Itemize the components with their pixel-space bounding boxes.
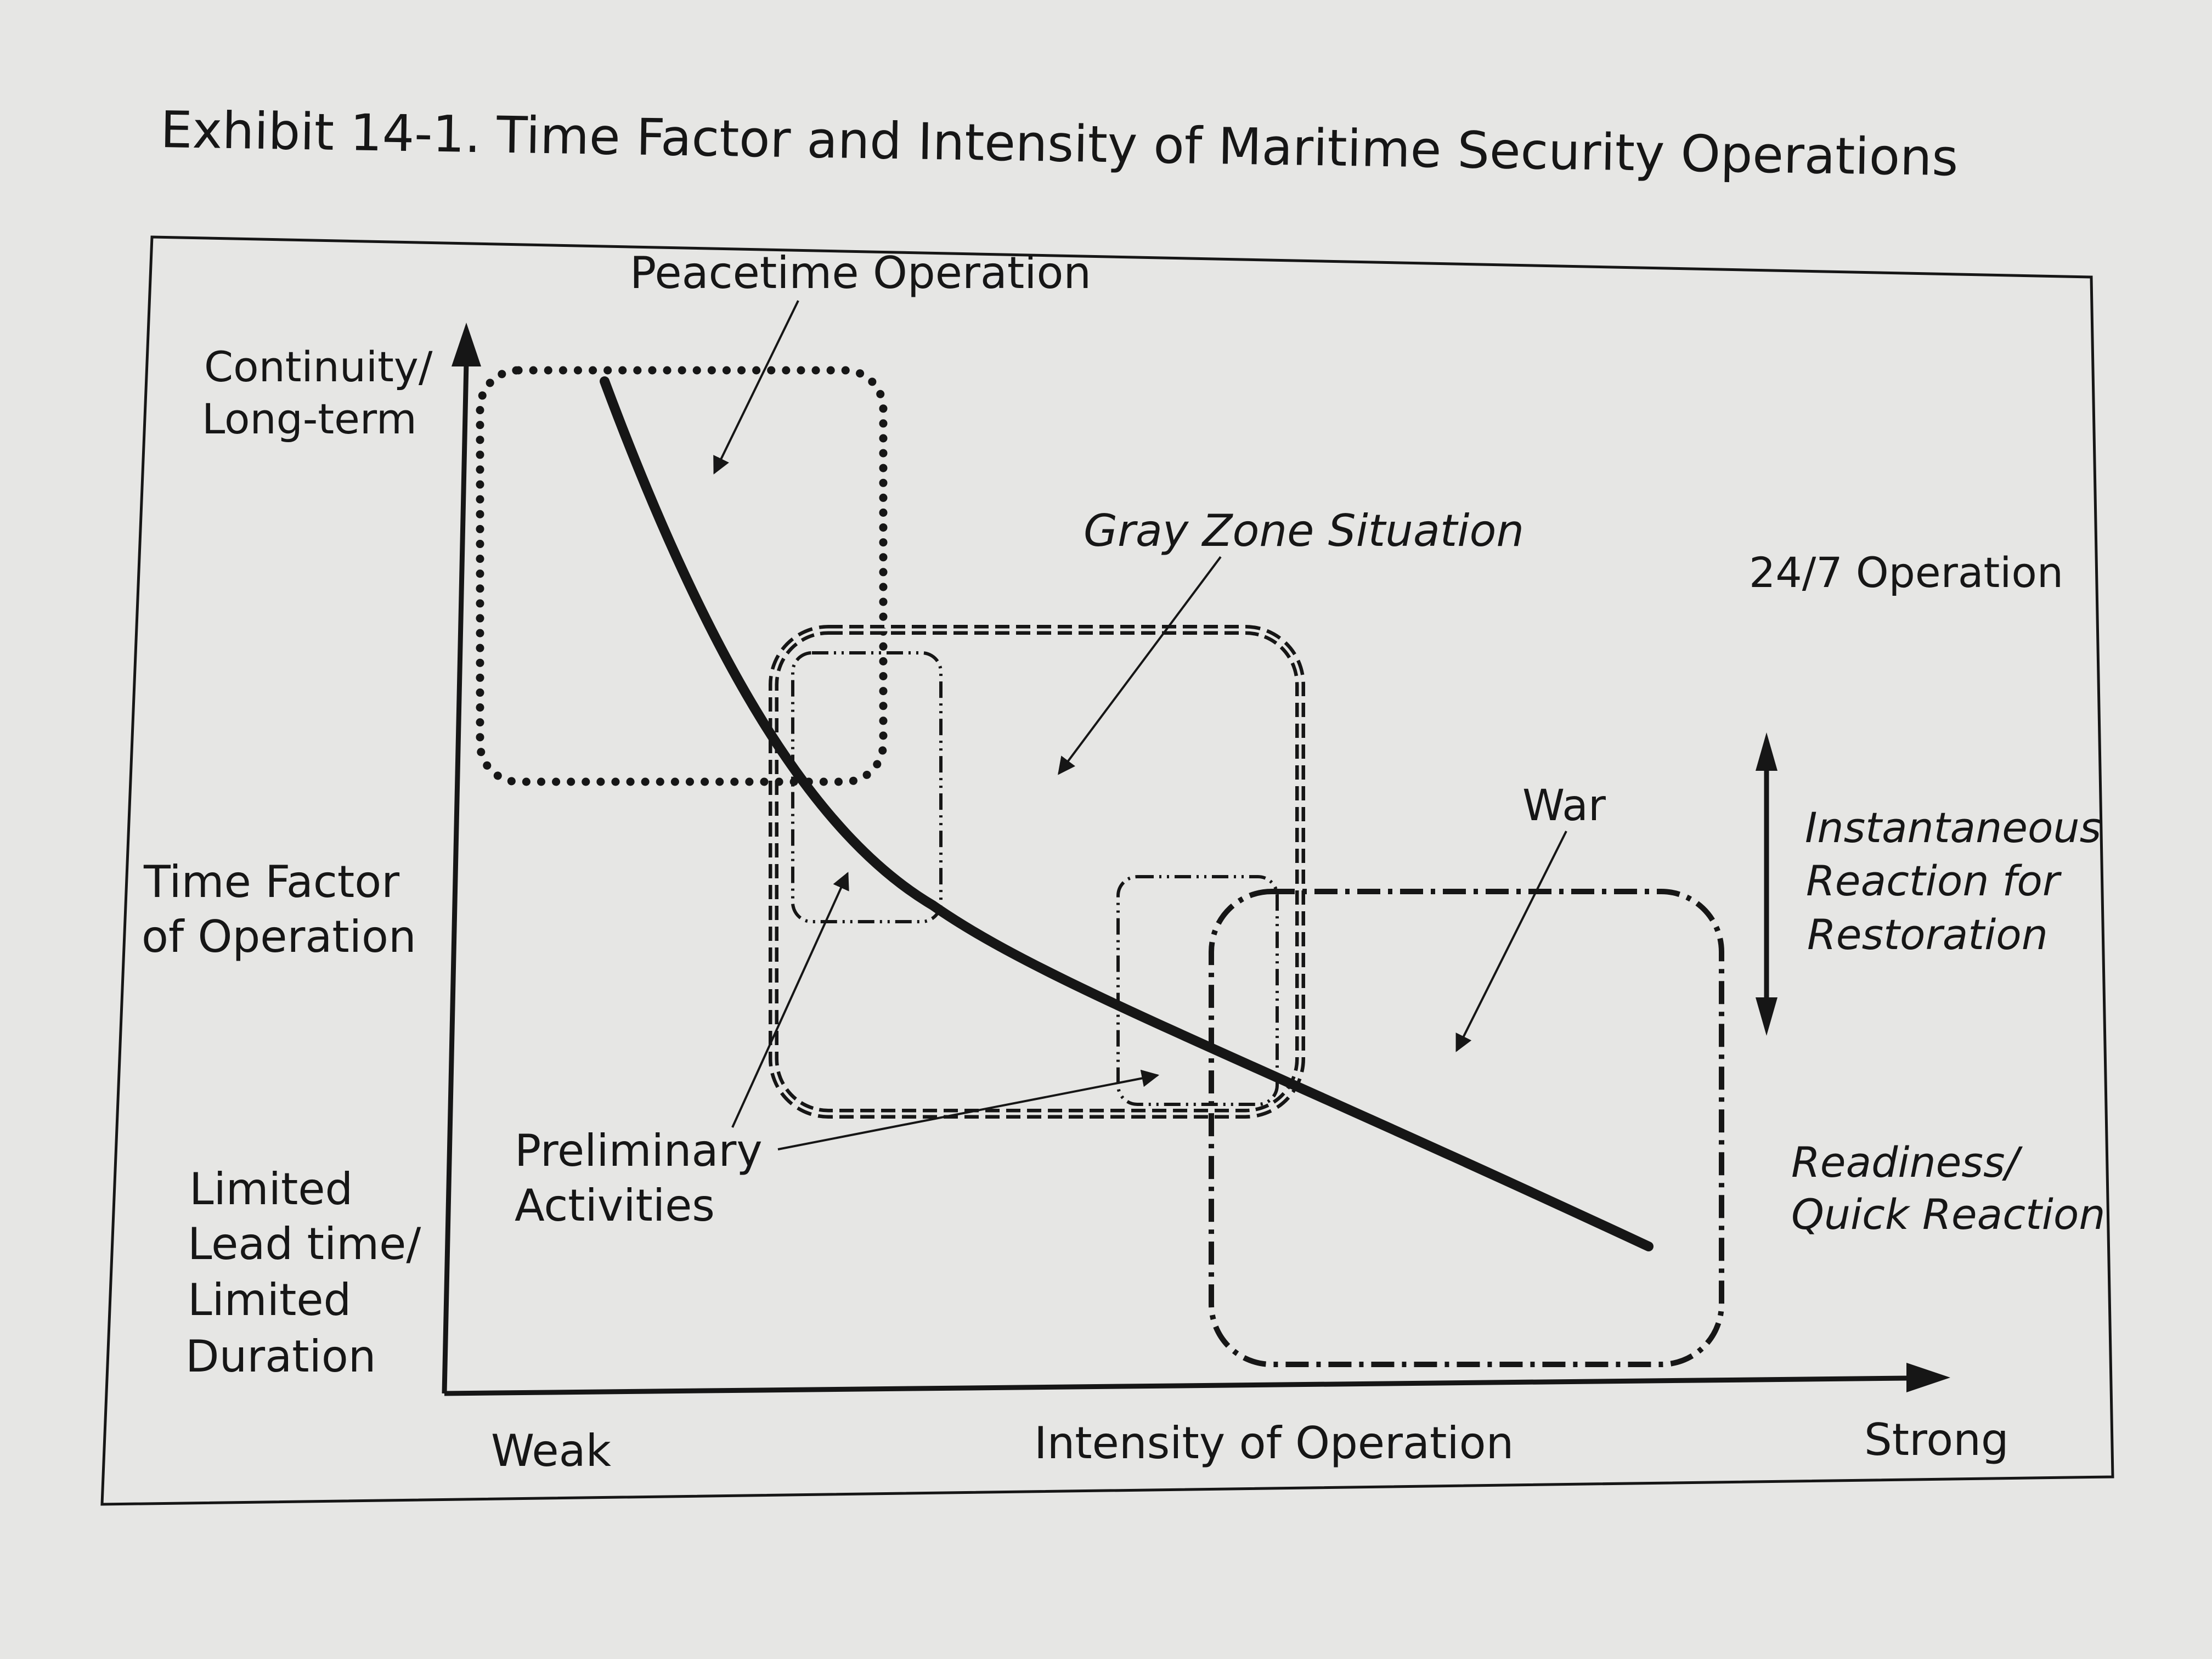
x-label-weak: Weak (491, 1425, 612, 1476)
reaction-range-arrow-up (1756, 732, 1778, 771)
preliminary-pointer-arrow-right (777, 1069, 1160, 1150)
preliminary-label-line2: Activities (515, 1180, 715, 1231)
gray-zone-box (769, 625, 1305, 1119)
preliminary-box-left (791, 651, 943, 923)
gray-zone-box-inner (772, 628, 1302, 1115)
x-label-intensity: Intensity of Operation (1034, 1418, 1514, 1469)
y-label-of-operation: of Operation (142, 911, 416, 962)
y-label-duration: Duration (185, 1331, 376, 1382)
peacetime-operation-label: Peacetime Operation (630, 247, 1091, 298)
gray-zone-pointer-arrow (1058, 556, 1222, 775)
y-axis-line (442, 362, 469, 1394)
war-box (1209, 889, 1724, 1367)
y-label-lead-time: Lead time/ (188, 1218, 421, 1269)
peacetime-operation-box (476, 366, 888, 786)
readiness-label-line2: Quick Reaction (1791, 1190, 2106, 1239)
x-label-strong: Strong (1864, 1414, 2009, 1465)
operation-247-label: 24/7 Operation (1749, 548, 2063, 597)
gray-zone-label: Gray Zone Situation (1084, 505, 1524, 556)
y-label-continuity: Continuity/ (204, 342, 433, 391)
time-intensity-curve (600, 376, 1654, 1251)
readiness-label-line1: Readiness/ (1791, 1138, 2023, 1187)
y-label-time-factor: Time Factor (143, 856, 399, 907)
war-label: War (1522, 781, 1606, 831)
preliminary-pointer-arrow-left (731, 872, 849, 1128)
war-pointer-arrow (1455, 831, 1567, 1052)
x-axis-arrowhead (1906, 1363, 1950, 1392)
figure-frame (100, 235, 2114, 1506)
preliminary-box-right (1116, 875, 1279, 1106)
x-axis-line (444, 1375, 1910, 1396)
exhibit-title: Exhibit 14-1. Time Factor and Intensity … (160, 100, 1959, 187)
instantaneous-label-line3: Restoration (1807, 910, 2048, 959)
preliminary-label-line1: Preliminary (515, 1125, 763, 1176)
y-axis-arrowhead (452, 323, 481, 366)
y-label-long-term: Long-term (202, 394, 417, 443)
reaction-range-arrow-down (1756, 997, 1778, 1036)
instantaneous-label-line2: Reaction for (1806, 856, 2062, 905)
instantaneous-label-line1: Instantaneous (1805, 803, 2101, 852)
y-label-limited-2: Limited (188, 1274, 351, 1325)
peacetime-pointer-arrow (713, 300, 799, 475)
y-label-limited-1: Limited (189, 1164, 353, 1215)
